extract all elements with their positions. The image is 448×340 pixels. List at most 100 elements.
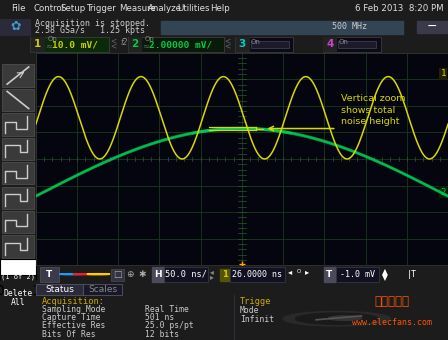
Text: 1: 1	[440, 69, 446, 79]
Text: □: □	[114, 270, 122, 279]
Bar	[111, 269, 125, 280]
Text: Delete: Delete	[3, 289, 33, 298]
Text: 2: 2	[440, 188, 446, 197]
Bar	[2, 113, 34, 136]
Bar	[323, 268, 335, 282]
Circle shape	[87, 274, 110, 275]
Text: 25.0 ps/pt: 25.0 ps/pt	[145, 322, 194, 330]
Text: O: O	[297, 269, 301, 274]
Bar	[164, 268, 208, 282]
Text: More: More	[8, 267, 28, 276]
Text: Sampling Mode: Sampling Mode	[42, 305, 105, 314]
Text: Capture Time: Capture Time	[42, 313, 100, 322]
Text: <: <	[110, 41, 116, 50]
Bar	[83, 284, 122, 295]
Text: Control: Control	[34, 4, 65, 14]
Text: 4: 4	[326, 39, 333, 49]
Bar	[417, 21, 448, 33]
Text: |T: |T	[407, 270, 417, 279]
Bar	[235, 36, 293, 52]
Bar	[36, 284, 83, 295]
Bar	[2, 236, 34, 258]
Text: Help: Help	[211, 4, 230, 14]
Bar	[2, 162, 34, 185]
Text: (1 of 2): (1 of 2)	[1, 274, 35, 280]
Text: ⊕: ⊕	[126, 270, 134, 279]
Bar	[128, 36, 224, 52]
Text: Bits Of Res: Bits Of Res	[42, 329, 95, 339]
Text: 500 MHz: 500 MHz	[332, 22, 366, 31]
Text: <: <	[224, 36, 230, 45]
Text: On: On	[251, 39, 261, 45]
Circle shape	[283, 311, 390, 326]
Circle shape	[59, 274, 82, 275]
Text: 6 Feb 2013  8:20 PM: 6 Feb 2013 8:20 PM	[355, 4, 444, 14]
Bar	[323, 37, 336, 51]
Bar	[30, 36, 109, 52]
Bar	[220, 269, 229, 280]
Circle shape	[328, 316, 362, 320]
Text: 1: 1	[34, 39, 41, 49]
Text: 501 ns: 501 ns	[145, 313, 174, 322]
Bar	[2, 138, 34, 160]
Text: 电子发烧友: 电子发烧友	[375, 295, 410, 308]
Text: On: On	[338, 39, 348, 45]
Bar	[31, 37, 44, 51]
Text: Trigge: Trigge	[240, 298, 271, 306]
Bar	[161, 21, 403, 34]
Text: ▼: ▼	[383, 273, 388, 282]
Text: −: −	[427, 20, 438, 33]
Text: <: <	[224, 41, 230, 50]
Bar	[152, 268, 164, 282]
Bar	[236, 37, 249, 51]
Text: Utilities: Utilities	[177, 4, 210, 14]
Text: On: On	[47, 36, 57, 42]
Text: 50.0 ns/: 50.0 ns/	[165, 270, 207, 279]
Text: 12 bits: 12 bits	[145, 329, 179, 339]
Text: ✿: ✿	[10, 20, 21, 33]
Bar	[336, 268, 379, 282]
Text: On: On	[145, 36, 155, 42]
Text: Trigger: Trigger	[87, 4, 117, 14]
Bar	[323, 36, 381, 52]
Text: File: File	[11, 4, 26, 14]
Text: Infinit: Infinit	[240, 315, 274, 324]
Bar	[2, 187, 34, 209]
Text: Measure: Measure	[119, 4, 155, 14]
Text: Mode: Mode	[240, 306, 259, 315]
Circle shape	[73, 274, 96, 275]
Text: f2: f2	[120, 38, 128, 47]
Bar	[40, 268, 59, 282]
Text: ≈: ≈	[142, 41, 150, 50]
Text: ◂: ◂	[210, 267, 214, 276]
Text: 3: 3	[239, 39, 246, 49]
Text: ▲: ▲	[383, 267, 388, 276]
Text: Vertical zoom
shows total
noise height: Vertical zoom shows total noise height	[341, 94, 405, 126]
Text: T: T	[46, 270, 52, 279]
Text: Status: Status	[45, 285, 74, 294]
Text: 10.0 mV/: 10.0 mV/	[52, 40, 98, 49]
Text: 2.00000 mV/: 2.00000 mV/	[149, 40, 212, 49]
Bar	[229, 268, 285, 282]
Text: Scales: Scales	[88, 285, 117, 294]
Text: ◂: ◂	[289, 267, 293, 276]
Text: H: H	[154, 270, 162, 279]
Text: 1: 1	[222, 270, 228, 279]
Text: <: <	[110, 36, 116, 45]
Text: T: T	[326, 270, 332, 279]
Text: Acquisition:: Acquisition:	[42, 298, 105, 306]
Text: 2: 2	[131, 39, 138, 49]
Text: ▸: ▸	[210, 272, 214, 281]
Bar	[0, 19, 30, 36]
Bar	[338, 41, 376, 48]
Bar	[2, 211, 34, 233]
Bar	[251, 41, 289, 48]
Text: www.elecfans.com: www.elecfans.com	[353, 318, 432, 326]
Text: ▸: ▸	[305, 267, 309, 276]
Text: 26.0000 ns: 26.0000 ns	[232, 270, 282, 279]
Text: All: All	[11, 298, 25, 307]
Text: Effective Res: Effective Res	[42, 322, 105, 330]
Text: Acquisition is stopped.: Acquisition is stopped.	[35, 19, 150, 28]
Text: Analyze: Analyze	[148, 4, 182, 14]
Text: Real Time: Real Time	[145, 305, 189, 314]
